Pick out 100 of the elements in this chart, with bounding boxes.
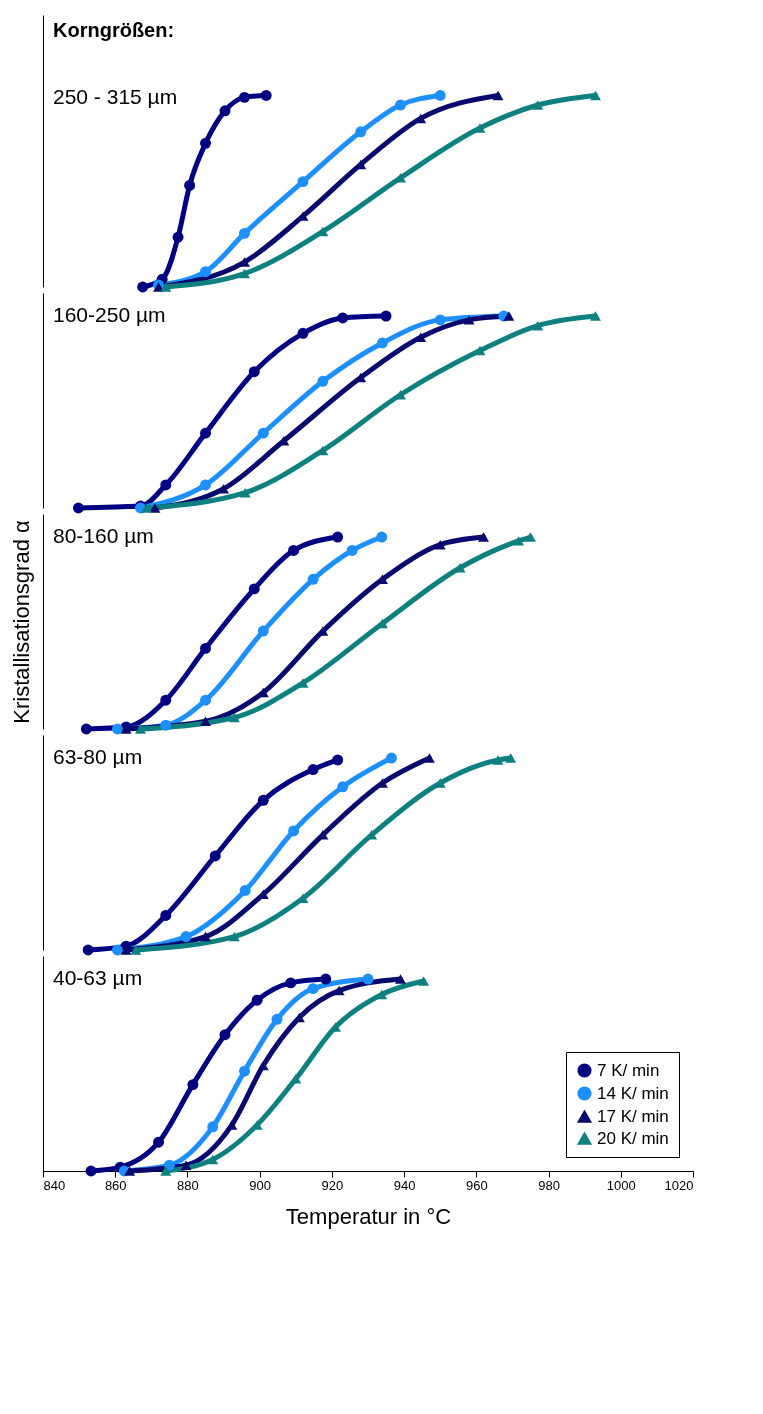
x-tick-label: 1020 [664, 1177, 694, 1193]
point [332, 531, 344, 543]
point [415, 113, 427, 124]
point [85, 1165, 97, 1177]
point [355, 126, 367, 138]
point [525, 532, 536, 542]
legend-label: 17 K/ min [597, 1106, 669, 1126]
legend-label: 20 K/ min [597, 1128, 669, 1148]
x-tick-label: 920 [321, 1177, 344, 1193]
x-tick-label: 1000 [606, 1177, 636, 1193]
point [137, 281, 149, 293]
point [141, 503, 153, 513]
point [153, 1136, 165, 1148]
point [463, 315, 475, 325]
point [307, 573, 319, 585]
point [590, 90, 601, 101]
point [434, 539, 446, 550]
point [505, 753, 517, 763]
point [478, 532, 490, 542]
point [307, 764, 319, 776]
point [239, 1065, 250, 1077]
point [260, 89, 272, 101]
point [418, 976, 430, 986]
point [532, 320, 544, 331]
x-tick-label: 900 [249, 1177, 272, 1193]
point [333, 985, 345, 996]
point [492, 90, 504, 101]
point [200, 931, 211, 942]
x-tick-label: 940 [393, 1177, 416, 1193]
x-tick-label: 840 [43, 1177, 66, 1193]
point [207, 1121, 219, 1133]
x-tick-label: 960 [465, 1177, 488, 1193]
x-tick-label: 860 [104, 1177, 127, 1193]
point [124, 1166, 136, 1176]
point [160, 282, 172, 292]
point [200, 642, 211, 654]
point [184, 180, 196, 191]
point [239, 257, 250, 267]
point [218, 484, 230, 494]
point [180, 931, 192, 943]
point [346, 545, 358, 556]
point [239, 227, 250, 239]
point [200, 694, 211, 706]
point [219, 105, 231, 117]
point [337, 312, 349, 324]
point [434, 89, 446, 101]
point [376, 531, 388, 543]
point [257, 427, 269, 439]
point [200, 716, 211, 727]
chart-title: 40-63 µm [53, 966, 143, 989]
point [297, 176, 309, 188]
point [380, 310, 392, 322]
y-axis-title: Kristallisationsgrad α [8, 519, 34, 724]
chart-title: 160-250 µm [53, 303, 166, 326]
chart-title: 63-80 µm [53, 745, 143, 768]
point [207, 1154, 219, 1165]
point [135, 724, 146, 734]
point [180, 1160, 192, 1170]
legend-label: 7 K/ min [597, 1060, 660, 1080]
point [200, 137, 211, 149]
point [513, 536, 525, 546]
point [434, 314, 446, 326]
point [257, 625, 269, 637]
point [160, 719, 172, 731]
point [271, 1013, 283, 1025]
point [82, 944, 94, 956]
point [288, 545, 300, 556]
point [423, 753, 435, 763]
point [200, 479, 211, 491]
x-tick-label: 880 [177, 1177, 199, 1193]
point [307, 983, 319, 995]
point [160, 909, 172, 921]
point [590, 311, 601, 321]
x-axis-title: Temperatur in °C [285, 1203, 452, 1229]
point [297, 327, 309, 339]
point [288, 825, 300, 837]
point [160, 479, 172, 491]
point [251, 994, 263, 1006]
point [130, 945, 142, 955]
point [160, 694, 172, 706]
text: Korngrößen: [53, 19, 175, 41]
point [209, 850, 221, 862]
point [332, 754, 344, 766]
point [248, 583, 260, 595]
point [111, 723, 123, 735]
point [200, 427, 211, 439]
point [320, 973, 332, 985]
point [248, 366, 260, 378]
point [257, 1060, 269, 1071]
point [257, 794, 269, 806]
point [532, 100, 544, 110]
point [111, 944, 123, 956]
point [362, 973, 374, 985]
point [395, 974, 406, 984]
x-tick-label: 980 [538, 1177, 560, 1193]
point [285, 977, 297, 989]
chart-title: 250 - 315 µm [53, 85, 178, 108]
point [163, 1159, 175, 1171]
point [120, 945, 132, 955]
point [172, 231, 184, 243]
